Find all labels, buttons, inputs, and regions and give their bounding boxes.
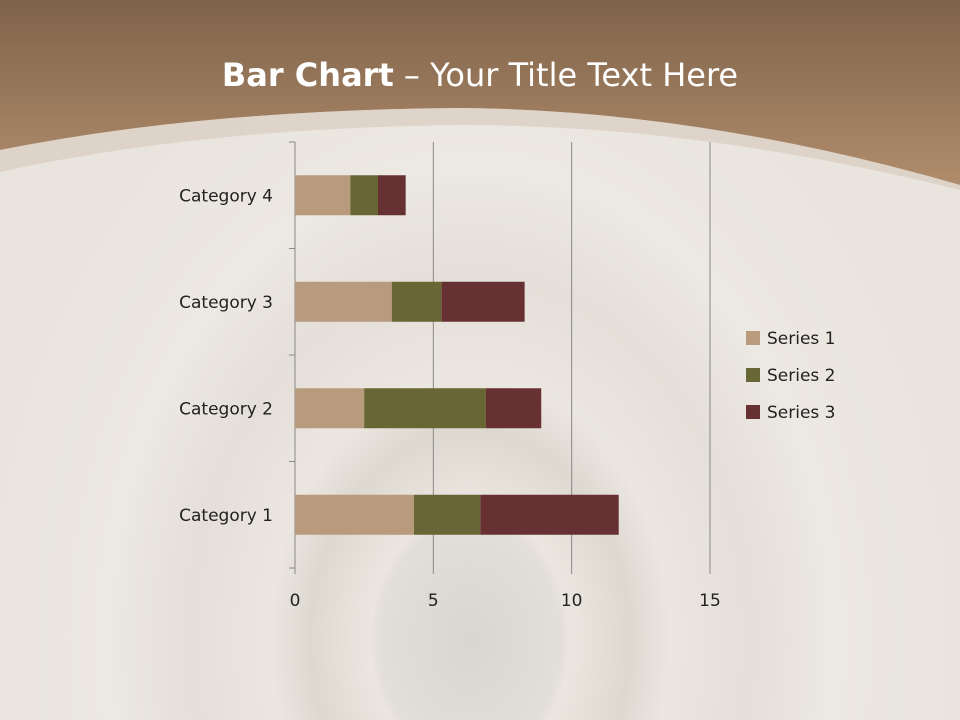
title-rest: – Your Title Text Here — [393, 56, 739, 94]
legend-swatch — [746, 405, 760, 419]
header-band — [0, 0, 960, 190]
bar-segment — [480, 494, 619, 535]
bar-segment — [485, 388, 542, 429]
legend-swatch — [746, 368, 760, 382]
category-label: Category 2 — [179, 399, 273, 419]
bar-segment — [295, 175, 351, 216]
legend-label: Series 3 — [767, 403, 836, 423]
slide-title: Bar Chart – Your Title Text Here — [0, 56, 960, 94]
title-bold: Bar Chart — [221, 56, 394, 94]
bar-segment — [413, 494, 481, 535]
bar-segment — [364, 388, 486, 429]
legend-label: Series 2 — [767, 366, 836, 386]
x-tick-label: 0 — [290, 591, 301, 611]
legend-label: Series 1 — [767, 329, 836, 349]
bar-segment — [441, 281, 525, 322]
x-tick-label: 5 — [428, 591, 439, 611]
x-tick-label: 10 — [561, 591, 583, 611]
category-label: Category 3 — [179, 293, 273, 313]
bar-segment — [295, 388, 365, 429]
bar-segment — [295, 281, 392, 322]
category-label: Category 1 — [179, 506, 273, 526]
bar-segment — [378, 175, 406, 216]
category-label: Category 4 — [179, 186, 273, 206]
bar-segment — [295, 494, 414, 535]
x-tick-label: 15 — [699, 591, 721, 611]
bar-segment — [391, 281, 442, 322]
legend-swatch — [746, 331, 760, 345]
bar-segment — [350, 175, 378, 216]
